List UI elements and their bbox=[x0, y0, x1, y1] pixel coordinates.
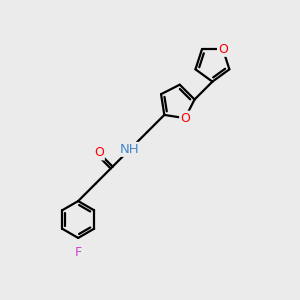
Text: O: O bbox=[180, 112, 190, 125]
Text: O: O bbox=[218, 43, 228, 56]
Text: NH: NH bbox=[120, 143, 140, 156]
Text: O: O bbox=[94, 146, 104, 159]
Text: F: F bbox=[75, 246, 82, 259]
